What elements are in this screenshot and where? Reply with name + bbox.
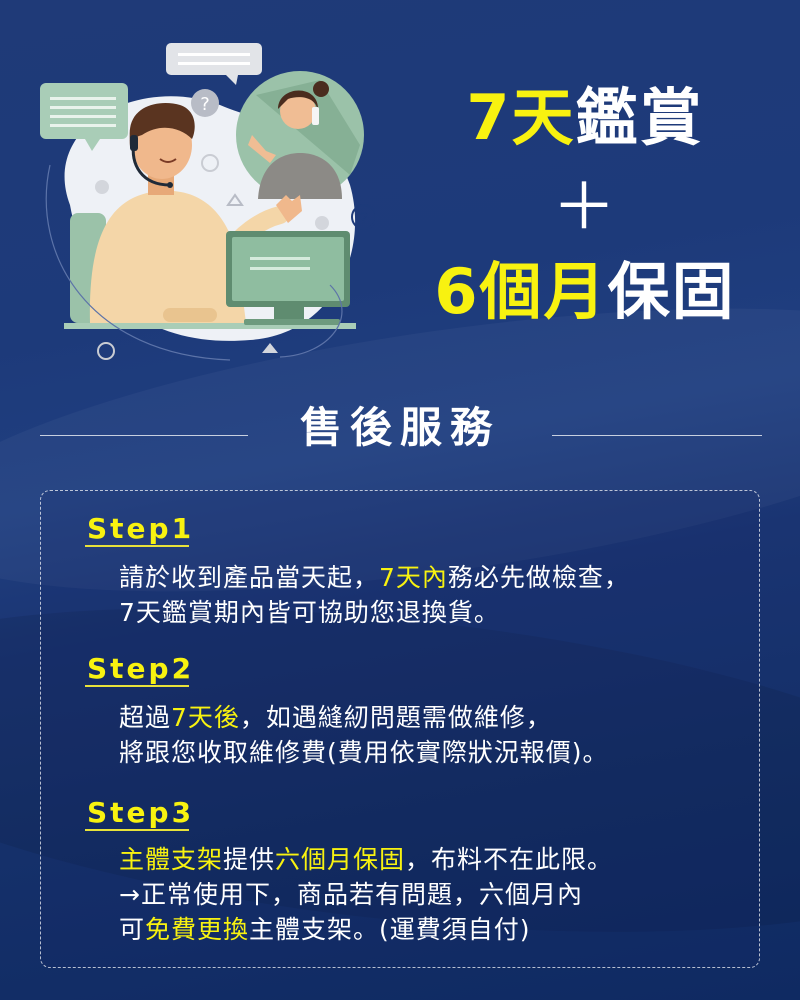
headline-plus-sign: ＋ bbox=[552, 171, 618, 245]
chat-bubble-icon bbox=[166, 43, 262, 85]
step-description-line: 主體支架提供六個月保固，布料不在此限。 bbox=[119, 843, 759, 877]
step-description-line: 超過7天後，如遇縫紉問題需做維修， bbox=[119, 701, 759, 735]
step-text-segment: 提供 bbox=[223, 845, 276, 874]
step-text-segment: ，布料不在此限。 bbox=[405, 845, 614, 874]
step-text-segment: ，如遇縫紉問題需做維修， bbox=[239, 703, 552, 732]
highlighted-text: 免費更換 bbox=[145, 915, 250, 944]
step-label: Step3 bbox=[87, 796, 195, 829]
headline-warranty: 6個月保固 bbox=[395, 252, 775, 332]
step-label: Step1 bbox=[87, 512, 195, 545]
highlighted-text: 六個月保固 bbox=[275, 845, 406, 874]
step-text-segment: 將跟您收取維修費(費用依實際狀況報價)。 bbox=[119, 738, 609, 767]
svg-text:?: ? bbox=[200, 94, 210, 115]
highlighted-text: 7天後 bbox=[171, 703, 240, 732]
step-label: Step2 bbox=[87, 652, 195, 685]
headline-warranty-text: 保固 bbox=[607, 255, 736, 328]
svg-text:?: ? bbox=[360, 209, 369, 228]
headline-days-highlight: 7天 bbox=[466, 81, 576, 154]
headline-months-highlight: 6個月 bbox=[434, 255, 608, 328]
step-text-segment: 超過 bbox=[119, 703, 172, 732]
title-divider-right bbox=[552, 435, 762, 436]
highlighted-text: 7天內 bbox=[379, 563, 448, 592]
step-description-line: 請於收到產品當天起，7天內務必先做檢查， bbox=[119, 561, 759, 595]
headline-appraisal: 7天鑑賞 bbox=[395, 78, 775, 158]
step-text-segment: 可 bbox=[119, 915, 146, 944]
chat-bubble-icon bbox=[40, 83, 128, 151]
headline-appraisal-text: 鑑賞 bbox=[575, 81, 704, 154]
step-text-segment: 請於收到產品當天起， bbox=[119, 563, 380, 592]
customer-service-agent-figure bbox=[89, 102, 302, 323]
steps-panel bbox=[40, 490, 760, 968]
step-description-line: 將跟您收取維修費(費用依實際狀況報價)。 bbox=[119, 736, 759, 770]
step-text-segment: 7天鑑賞期內皆可協助您退換貨。 bbox=[119, 598, 500, 627]
step-label-underline bbox=[85, 829, 189, 831]
section-title: 售後服務 bbox=[299, 403, 500, 452]
step-description-line: 7天鑑賞期內皆可協助您退換貨。 bbox=[119, 596, 759, 630]
step-description-line: →正常使用下，商品若有問題，六個月內 bbox=[119, 878, 759, 912]
question-mark-icon: ? bbox=[351, 204, 375, 230]
highlighted-text: 主體支架 bbox=[119, 845, 224, 874]
computer-monitor-icon bbox=[226, 231, 350, 325]
woman-on-phone-avatar bbox=[236, 71, 364, 199]
step-label-underline bbox=[85, 545, 189, 547]
title-divider-left bbox=[40, 435, 248, 436]
customer-service-illustration: ? ? bbox=[40, 43, 375, 361]
step-text-segment: →正常使用下，商品若有問題，六個月內 bbox=[119, 880, 583, 909]
step-text-segment: 務必先做檢查， bbox=[447, 563, 630, 592]
question-mark-icon: ? bbox=[191, 89, 219, 117]
step-description-line: 可免費更換主體支架。(運費須自付) bbox=[119, 913, 759, 947]
step-label-underline bbox=[85, 685, 189, 687]
step-text-segment: 主體支架。(運費須自付) bbox=[249, 915, 531, 944]
